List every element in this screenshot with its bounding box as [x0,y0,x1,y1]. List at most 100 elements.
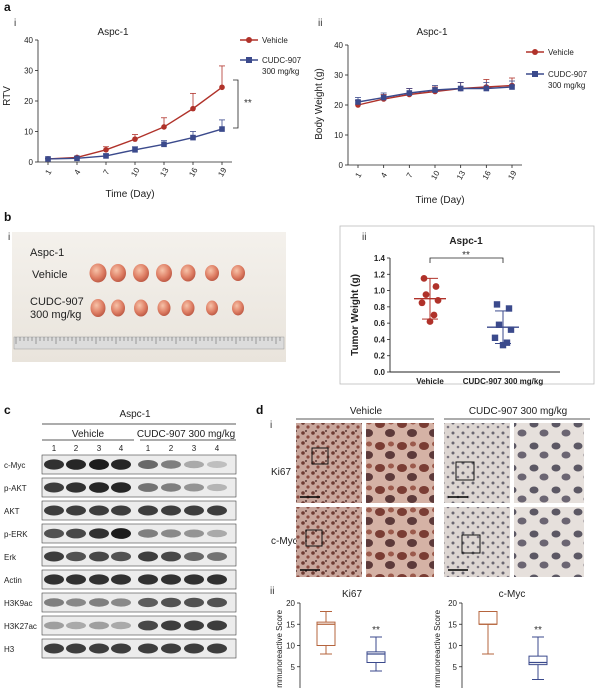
subpanel-label: ii [270,586,274,597]
significance-marker: ** [244,98,252,109]
blot-band [111,598,131,607]
chart-title: Aspc-1 [97,27,129,38]
blot-band [89,621,109,630]
y-tick-label: 0.8 [374,303,386,312]
data-point [499,341,507,349]
blot-band [89,598,109,607]
y-tick-label: 0 [339,161,344,170]
x-axis-label: Time (Day) [105,189,154,200]
tumor-cudc [181,300,195,316]
y-axis-label: Immunoreactive Score [275,609,284,688]
blot-row-label: H3 [4,645,15,654]
panel-label-a: a [4,0,11,14]
data-point [132,147,138,153]
tumor-cudc [206,300,218,316]
ihc-image-cmyc-cudc [444,507,510,577]
blot-band [89,505,109,516]
rtv-growth-chart: i Aspc-1 RTV Time (Day) 0 10 20 30 40 1 4 7 10 13… [2,18,302,200]
blot-band [89,482,109,493]
zoom-box [455,461,475,481]
y-tick-label: 20 [334,101,343,110]
y-tick-label: 20 [286,599,295,608]
x-tick-label: 7 [101,168,111,177]
data-point [418,299,426,307]
data-point [495,321,503,328]
blot-band [89,551,109,562]
group-label-cudc: CUDC-907 300 mg/kg [137,429,235,440]
data-point [103,153,109,159]
data-point [491,334,499,341]
blot-band [44,621,64,630]
legend-vehicle: Vehicle [548,48,574,57]
blot-band [138,574,158,585]
x-tick-label: 16 [481,169,494,182]
x-tick-label: CUDC-907 300 mg/kg [463,377,544,386]
y-tick-label: 5 [453,663,458,672]
x-tick-label: 1 [43,168,53,177]
row-label-dose: 300 mg/kg [30,309,81,321]
chart-title: Aspc-1 [449,236,483,247]
data-point [103,147,109,153]
blot-band [161,483,181,492]
y-axis-label: Immunoreactive Score [433,609,442,688]
zoom-box [305,529,323,547]
x-tick-label: 13 [455,169,468,182]
blot-band [111,574,131,585]
y-tick-label: 1.2 [374,270,386,279]
blot-band [138,551,158,562]
chart-frame [339,225,595,385]
blot-band [184,620,204,631]
legend-cudc-marker [532,71,538,77]
x-axis-label: Time (Day) [415,195,464,206]
blot-band [111,482,131,493]
box [478,611,498,625]
blot-band [66,643,86,654]
x-tick-label: 19 [506,169,519,182]
panel-label-b: b [4,210,11,224]
tumor-vehicle [180,264,196,282]
data-point [507,326,515,333]
legend: Vehicle CUDC-907 300 mg/kg [526,48,588,90]
blot-band [207,505,227,516]
row-label-ki67: Ki67 [271,467,291,478]
blot-row-label: H3K27ac [4,622,37,631]
chart-title: Aspc-1 [416,27,448,38]
y-tick-label: 0 [29,158,34,167]
row-label-cmyc: c-Myc [271,536,298,547]
blot-band [207,552,227,561]
blot-band [66,528,86,539]
tumor-cudc [90,299,106,317]
legend-dose: 300 mg/kg [548,81,585,90]
blot-band [66,621,86,630]
box [528,655,548,666]
boxplot-title-ki67: Ki67 [342,589,362,600]
subpanel-label: i [270,420,272,431]
data-point [432,283,440,290]
y-axis-label: Body Weight (g) [314,68,325,140]
x-tick-label: 1 [353,171,363,180]
legend-vehicle-marker [532,49,538,55]
group-label-vehicle: Vehicle [72,429,105,440]
row-label-cudc: CUDC-907 [30,296,84,308]
blot-band [111,643,131,654]
tumor-cudc [134,299,148,317]
data-point [219,84,225,91]
lane-label: 3 [97,444,102,453]
lane-label: 3 [192,444,197,453]
legend-dose: 300 mg/kg [262,67,299,76]
data-point [457,85,464,92]
tumor-cudc [157,300,171,316]
tumor-cudc [111,299,125,317]
data-point [509,84,515,90]
data-point [132,136,138,142]
blot-band [207,597,227,608]
data-point [406,90,413,96]
data-point [434,296,442,304]
data-point [432,87,438,93]
y-tick-label: 1.0 [374,287,386,296]
y-tick-label: 10 [334,131,343,140]
data-point [219,126,225,132]
data-point [190,105,196,112]
tumor-weight-chart: ii Aspc-1 Tumor Weight (g) ** 0.0 0.2 0.4 0… [339,225,595,386]
